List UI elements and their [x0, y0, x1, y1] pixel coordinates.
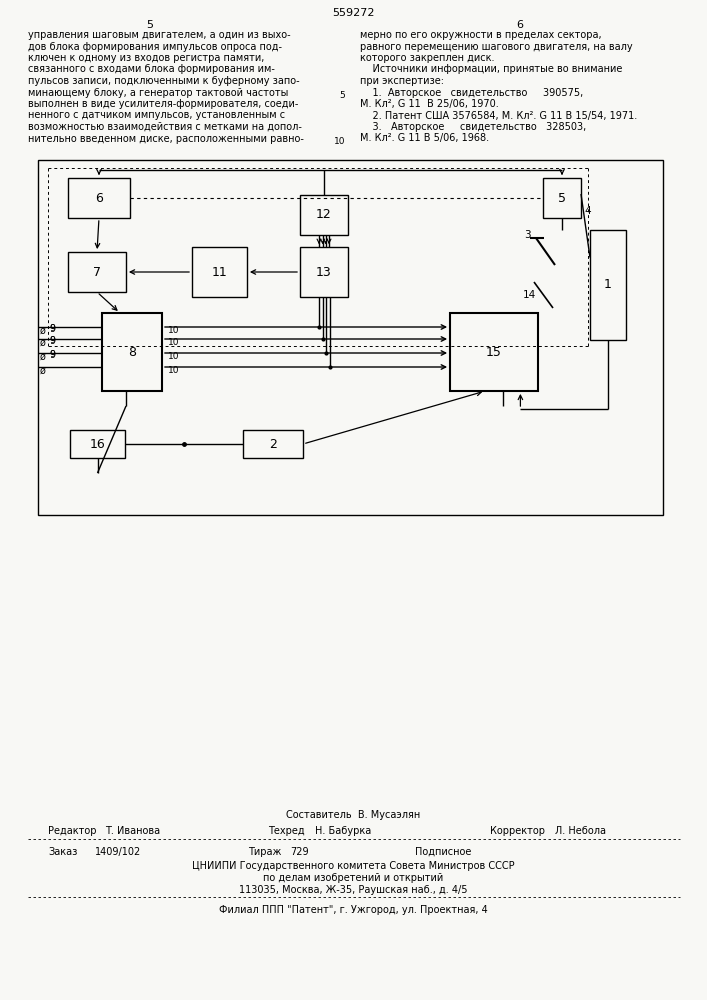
Text: выполнен в виде усилителя-формирователя, соеди-: выполнен в виде усилителя-формирователя,… [28, 99, 298, 109]
Text: Редактор: Редактор [48, 826, 96, 836]
Text: 5: 5 [339, 92, 345, 101]
Text: 4: 4 [584, 206, 590, 216]
Text: ключен к одному из входов регистра памяти,: ключен к одному из входов регистра памят… [28, 53, 264, 63]
Bar [192, 247, 247, 297]
Text: 9: 9 [49, 350, 55, 360]
Text: 10: 10 [168, 352, 180, 361]
Text: 9: 9 [49, 324, 55, 334]
Text: нительно введенном диске, расположенными равно-: нительно введенном диске, расположенными… [28, 133, 304, 143]
Text: ЦНИИПИ Государственного комитета Совета Министров СССР: ЦНИИПИ Государственного комитета Совета … [192, 861, 514, 871]
Text: М. Кл². G 11 B 5/06, 1968.: М. Кл². G 11 B 5/06, 1968. [360, 133, 489, 143]
Bar [300, 195, 348, 235]
Bar [243, 430, 303, 458]
Text: которого закреплен диск.: которого закреплен диск. [360, 53, 494, 63]
Text: 5: 5 [146, 20, 153, 30]
Text: 2. Патент США 3576584, М. Кл². G 11 B 15/54, 1971.: 2. Патент США 3576584, М. Кл². G 11 B 15… [360, 110, 637, 120]
Text: Корректор: Корректор [490, 826, 545, 836]
Text: 10: 10 [168, 366, 180, 375]
Text: 12: 12 [316, 209, 332, 222]
Bar [543, 178, 581, 218]
Text: ø: ø [40, 326, 46, 336]
Text: 6: 6 [95, 192, 103, 205]
Text: 1409/102: 1409/102 [95, 847, 141, 857]
Bar [68, 178, 130, 218]
Text: 8: 8 [128, 346, 136, 359]
Text: дов блока формирования импульсов опроса под-: дов блока формирования импульсов опроса … [28, 41, 282, 51]
Text: 729: 729 [290, 847, 309, 857]
Text: равного перемещению шагового двигателя, на валу: равного перемещению шагового двигателя, … [360, 41, 633, 51]
Text: 11: 11 [211, 265, 228, 278]
Text: 559272: 559272 [332, 8, 374, 18]
Text: Т. Иванова: Т. Иванова [105, 826, 160, 836]
Text: ненного с датчиком импульсов, установленным с: ненного с датчиком импульсов, установлен… [28, 110, 285, 120]
Bar [590, 230, 626, 340]
Bar [102, 313, 162, 391]
Text: 1: 1 [604, 278, 612, 292]
Text: пульсов записи, подключенными к буферному запо-: пульсов записи, подключенными к буферном… [28, 76, 300, 86]
Text: Филиал ППП "Патент", г. Ужгород, ул. Проектная, 4: Филиал ППП "Патент", г. Ужгород, ул. Про… [218, 905, 487, 915]
Text: 9: 9 [49, 324, 54, 333]
Text: 3: 3 [524, 230, 531, 240]
Text: Подписное: Подписное [415, 847, 472, 857]
Text: 9: 9 [49, 350, 54, 359]
Text: ø: ø [40, 366, 46, 376]
Bar [68, 252, 126, 292]
Text: по делам изобретений и открытий: по делам изобретений и открытий [263, 873, 443, 883]
Text: Заказ: Заказ [48, 847, 77, 857]
Text: 7: 7 [93, 265, 101, 278]
Text: 10: 10 [334, 137, 345, 146]
Text: мерно по его окружности в пределах сектора,: мерно по его окружности в пределах секто… [360, 30, 602, 40]
Text: Источники информации, принятые во внимание: Источники информации, принятые во вниман… [360, 64, 622, 75]
Text: ø: ø [40, 352, 46, 362]
Text: 113035, Москва, Ж-35, Раушская наб., д. 4/5: 113035, Москва, Ж-35, Раушская наб., д. … [239, 885, 467, 895]
Bar [300, 247, 348, 297]
Text: 5: 5 [558, 192, 566, 205]
Text: возможностью взаимодействия с метками на допол-: возможностью взаимодействия с метками на… [28, 122, 302, 132]
Text: Л. Небола: Л. Небола [555, 826, 606, 836]
Bar [38, 160, 663, 515]
Text: 6: 6 [517, 20, 523, 30]
Text: связанного с входами блока формирования им-: связанного с входами блока формирования … [28, 64, 275, 75]
Text: 13: 13 [316, 265, 332, 278]
Text: 15: 15 [486, 346, 502, 359]
Text: 16: 16 [90, 438, 105, 450]
Text: Тираж: Тираж [248, 847, 281, 857]
Text: минающему блоку, а генератор тактовой частоты: минающему блоку, а генератор тактовой ча… [28, 88, 288, 98]
Text: 9: 9 [49, 336, 55, 346]
Text: Составитель  В. Мусаэлян: Составитель В. Мусаэлян [286, 810, 420, 820]
Bar [450, 313, 538, 391]
Text: 3.   Авторское     свидетельство   328503,: 3. Авторское свидетельство 328503, [360, 122, 586, 132]
Text: 14: 14 [523, 290, 536, 300]
Text: М. Кл², G 11  B 25/06, 1970.: М. Кл², G 11 B 25/06, 1970. [360, 99, 498, 109]
Text: 10: 10 [168, 338, 180, 347]
Text: 9: 9 [49, 336, 54, 345]
Text: 1.  Авторское   свидетельство     390575,: 1. Авторское свидетельство 390575, [360, 88, 583, 98]
Text: управления шаговым двигателем, а один из выхо-: управления шаговым двигателем, а один из… [28, 30, 291, 40]
Text: 2: 2 [269, 438, 277, 450]
Text: при экспертизе:: при экспертизе: [360, 76, 444, 86]
Text: 10: 10 [168, 326, 180, 335]
Bar [70, 430, 125, 458]
Text: Н. Бабурка: Н. Бабурка [315, 826, 371, 836]
Text: ø: ø [40, 338, 46, 348]
Text: Техред: Техред [268, 826, 305, 836]
